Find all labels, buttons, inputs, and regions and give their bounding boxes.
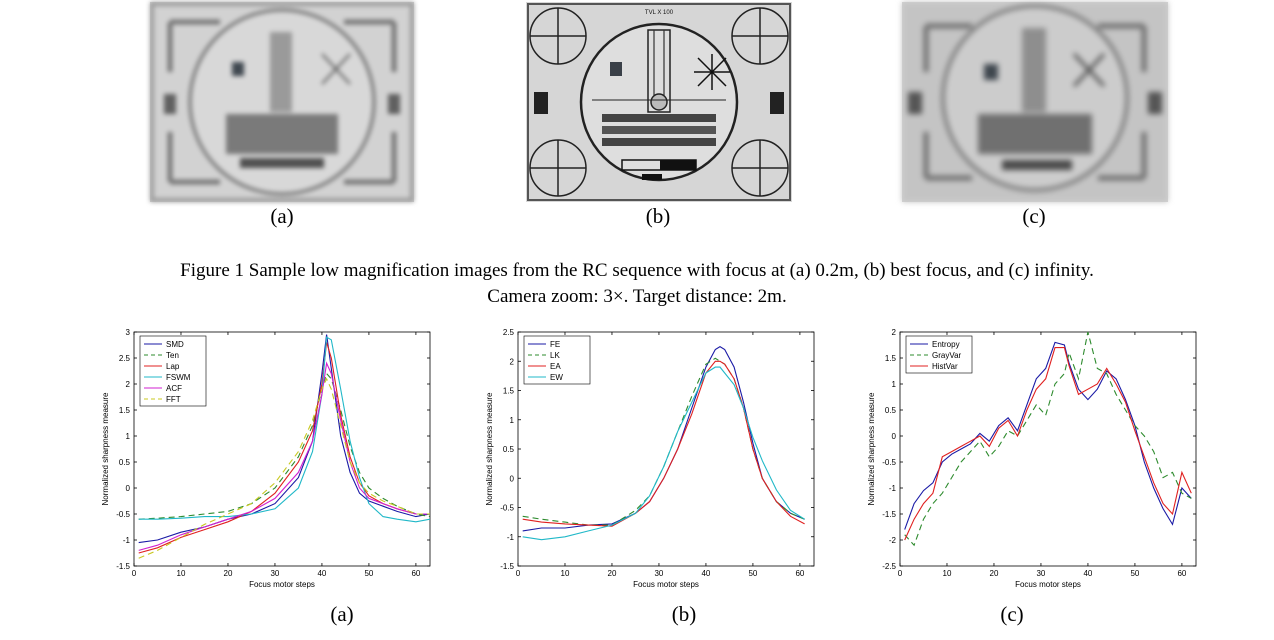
y-tick-label: 0 — [126, 484, 131, 493]
x-tick-label: 10 — [177, 569, 186, 578]
x-tick-label: 50 — [748, 569, 757, 578]
x-axis-label: Focus motor steps — [1015, 580, 1081, 589]
test-chart-image-b: TVL X 100 — [526, 2, 792, 202]
y-tick-label: 1.5 — [503, 387, 515, 396]
x-tick-label: 60 — [411, 569, 420, 578]
y-tick-label: 2 — [892, 328, 897, 337]
figure1-caption-line2: Camera zoom: 3×. Target distance: 2m. — [487, 286, 787, 307]
series-line-entropy — [904, 341, 1192, 530]
x-axis-label: Focus motor steps — [249, 580, 315, 589]
x-tick-label: 20 — [608, 569, 617, 578]
figure1-caption-line1: Figure 1 Sample low magnification images… — [180, 260, 1094, 281]
x-tick-label: 60 — [795, 569, 804, 578]
sharpness-plot-b: 0 10 20 30 40 50 60 -1.5 -1 -0.5 0 0.5 1 1.5 2 2.5 Focus… — [485, 328, 815, 589]
legend-entry: GrayVar — [932, 351, 962, 360]
plot-label-c: (c) — [1000, 602, 1024, 626]
series-line-acf — [138, 361, 430, 551]
x-tick-label: 10 — [561, 569, 570, 578]
y-tick-label: -1 — [507, 533, 515, 542]
legend-box — [139, 335, 207, 407]
x-tick-label: 40 — [701, 569, 710, 578]
series-line-ew — [522, 366, 805, 541]
y-tick-label: 1 — [510, 416, 515, 425]
y-tick-label: 2.5 — [503, 328, 515, 337]
legend-entry: FE — [550, 340, 560, 349]
series-line-grayvar — [904, 331, 1192, 547]
y-tick-label: 2 — [510, 357, 515, 366]
sharpness-plot-a: 0 10 20 30 40 50 60 -1.5 -1 -0.5 0 0.5 1 1.5 2 2.5 3 Focu… — [101, 328, 431, 589]
plot-label-a: (a) — [330, 602, 354, 626]
plot-label-b: (b) — [671, 602, 697, 626]
y-tick-label: -2.5 — [882, 562, 896, 571]
x-tick-label: 50 — [364, 569, 373, 578]
x-tick-label: 40 — [317, 569, 326, 578]
y-tick-label: 0.5 — [503, 445, 515, 454]
test-chart-image-a — [150, 2, 414, 202]
x-tick-label: 0 — [516, 569, 521, 578]
legend-entry: SMD — [166, 340, 184, 349]
y-tick-label: -0.5 — [500, 504, 514, 513]
test-chart-image-c — [902, 2, 1168, 202]
series-line-histvar — [904, 347, 1192, 541]
y-tick-label: 1 — [892, 380, 897, 389]
y-tick-label: 0 — [510, 474, 515, 483]
sharpness-plot-c: 0 10 20 30 40 50 60 -2.5 -2 -1.5 -1 -0.5 0 0.5 1 1.5 2 Fo… — [867, 328, 1197, 589]
y-tick-label: 2.5 — [119, 354, 131, 363]
legend-entry: ACF — [166, 384, 182, 393]
y-axis-label: Normalized sharpness measure — [101, 392, 110, 505]
legend-entry: Entropy — [932, 340, 960, 349]
x-tick-label: 40 — [1083, 569, 1092, 578]
legend-entry: Lap — [166, 362, 180, 371]
x-tick-label: 0 — [132, 569, 137, 578]
y-tick-label: 1 — [126, 432, 131, 441]
series-line-fswm — [138, 336, 431, 523]
y-tick-label: -0.5 — [882, 458, 896, 467]
chart-top-text: TVL X 100 — [645, 10, 674, 16]
x-tick-label: 60 — [1177, 569, 1186, 578]
y-tick-label: -1.5 — [882, 510, 896, 519]
y-tick-label: 1.5 — [885, 354, 897, 363]
y-tick-label: -2 — [889, 536, 897, 545]
y-tick-label: -1 — [889, 484, 897, 493]
x-tick-label: 20 — [224, 569, 233, 578]
legend-entry: FSWM — [166, 373, 191, 382]
legend-entry: FFT — [166, 395, 181, 404]
y-axis-label: Normalized sharpness measure — [485, 392, 494, 505]
legend-entry: Ten — [166, 351, 179, 360]
x-tick-label: 20 — [990, 569, 999, 578]
series-line-fft — [138, 377, 430, 559]
legend-entry: EW — [550, 373, 563, 382]
y-tick-label: 2 — [126, 380, 131, 389]
image-label-b: (b) — [645, 204, 671, 228]
y-tick-label: 3 — [126, 328, 131, 337]
y-tick-label: -0.5 — [116, 510, 130, 519]
y-tick-label: -1.5 — [116, 562, 130, 571]
legend-entry: HistVar — [932, 362, 958, 371]
y-tick-label: 1.5 — [119, 406, 131, 415]
y-tick-label: -1 — [123, 536, 131, 545]
y-tick-label: -1.5 — [500, 562, 514, 571]
x-tick-label: 50 — [1130, 569, 1139, 578]
x-tick-label: 30 — [270, 569, 279, 578]
x-tick-label: 10 — [943, 569, 952, 578]
y-axis-label: Normalized sharpness measure — [867, 392, 876, 505]
x-tick-label: 0 — [898, 569, 903, 578]
legend-entry: LK — [550, 351, 560, 360]
y-tick-label: 0 — [892, 432, 897, 441]
y-tick-label: 0.5 — [119, 458, 131, 467]
image-label-a: (a) — [270, 204, 294, 228]
y-tick-label: 0.5 — [885, 406, 897, 415]
x-tick-label: 30 — [1036, 569, 1045, 578]
x-axis-label: Focus motor steps — [633, 580, 699, 589]
x-tick-label: 30 — [654, 569, 663, 578]
image-label-c: (c) — [1022, 204, 1046, 228]
legend-entry: EA — [550, 362, 561, 371]
